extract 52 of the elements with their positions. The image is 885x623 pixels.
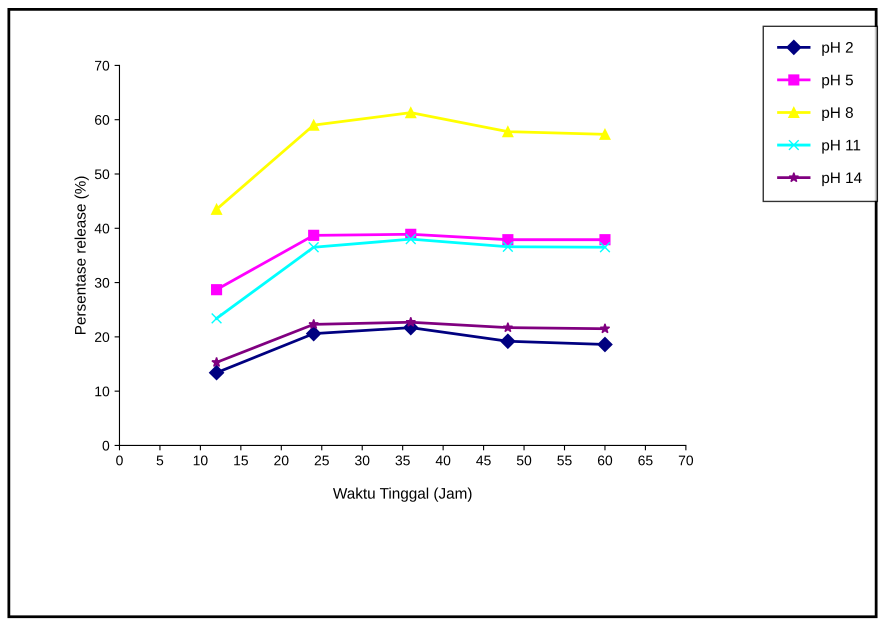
y-tick-label: 30 — [94, 278, 110, 288]
point — [211, 204, 222, 215]
point — [599, 242, 611, 253]
y-tick-label: 10 — [95, 386, 110, 396]
point — [209, 365, 224, 380]
x-tick-label: 55 — [557, 456, 572, 466]
x-tick-label: 60 — [598, 456, 612, 466]
point — [599, 234, 611, 246]
point — [211, 284, 222, 296]
legend-label: pH 5 — [822, 74, 853, 88]
y-tick-label: 20 — [95, 332, 110, 342]
legend-label: pH 14 — [822, 172, 862, 186]
x-tick-label: 0 — [116, 456, 123, 466]
y-tick-label: 60 — [95, 115, 110, 125]
x-tick-label: 25 — [314, 456, 329, 466]
point — [405, 234, 416, 245]
point — [308, 120, 320, 131]
x-tick-label: 40 — [436, 456, 450, 466]
x-tick-label: 5 — [156, 456, 164, 466]
point — [308, 230, 320, 241]
x-tick-label: 10 — [194, 456, 208, 466]
point — [405, 107, 416, 118]
legend-label: pH 11 — [822, 140, 860, 154]
point — [308, 318, 319, 330]
point — [500, 334, 516, 349]
point — [211, 356, 222, 368]
x-tick-label: 65 — [638, 456, 653, 466]
y-tick-label: 0 — [102, 440, 110, 451]
point — [502, 126, 514, 138]
x-tick-label: 50 — [516, 456, 532, 466]
x-tick-label: 30 — [355, 456, 370, 466]
point — [502, 322, 514, 332]
x-tick-label: 70 — [678, 456, 694, 466]
y-tick-label: 40 — [94, 224, 110, 234]
point — [308, 242, 320, 253]
point — [405, 316, 416, 327]
x-tick-label: 35 — [395, 456, 410, 466]
x-tick-label: 45 — [476, 456, 491, 466]
x-tick-label: 15 — [234, 456, 248, 466]
y-axis-title: Persentase release (%) — [74, 176, 89, 334]
point — [599, 128, 611, 140]
x-tick-label: 20 — [274, 456, 288, 466]
point — [502, 241, 514, 252]
y-tick-label: 70 — [95, 60, 110, 71]
point — [211, 312, 222, 324]
legend-label: pH 8 — [822, 107, 853, 121]
point — [597, 336, 613, 352]
point — [306, 326, 322, 342]
point — [600, 323, 610, 334]
legend-label: pH 2 — [822, 42, 853, 56]
y-tick-label: 50 — [94, 169, 110, 180]
x-axis-title: Waktu Tinggal (Jam) — [332, 488, 472, 502]
